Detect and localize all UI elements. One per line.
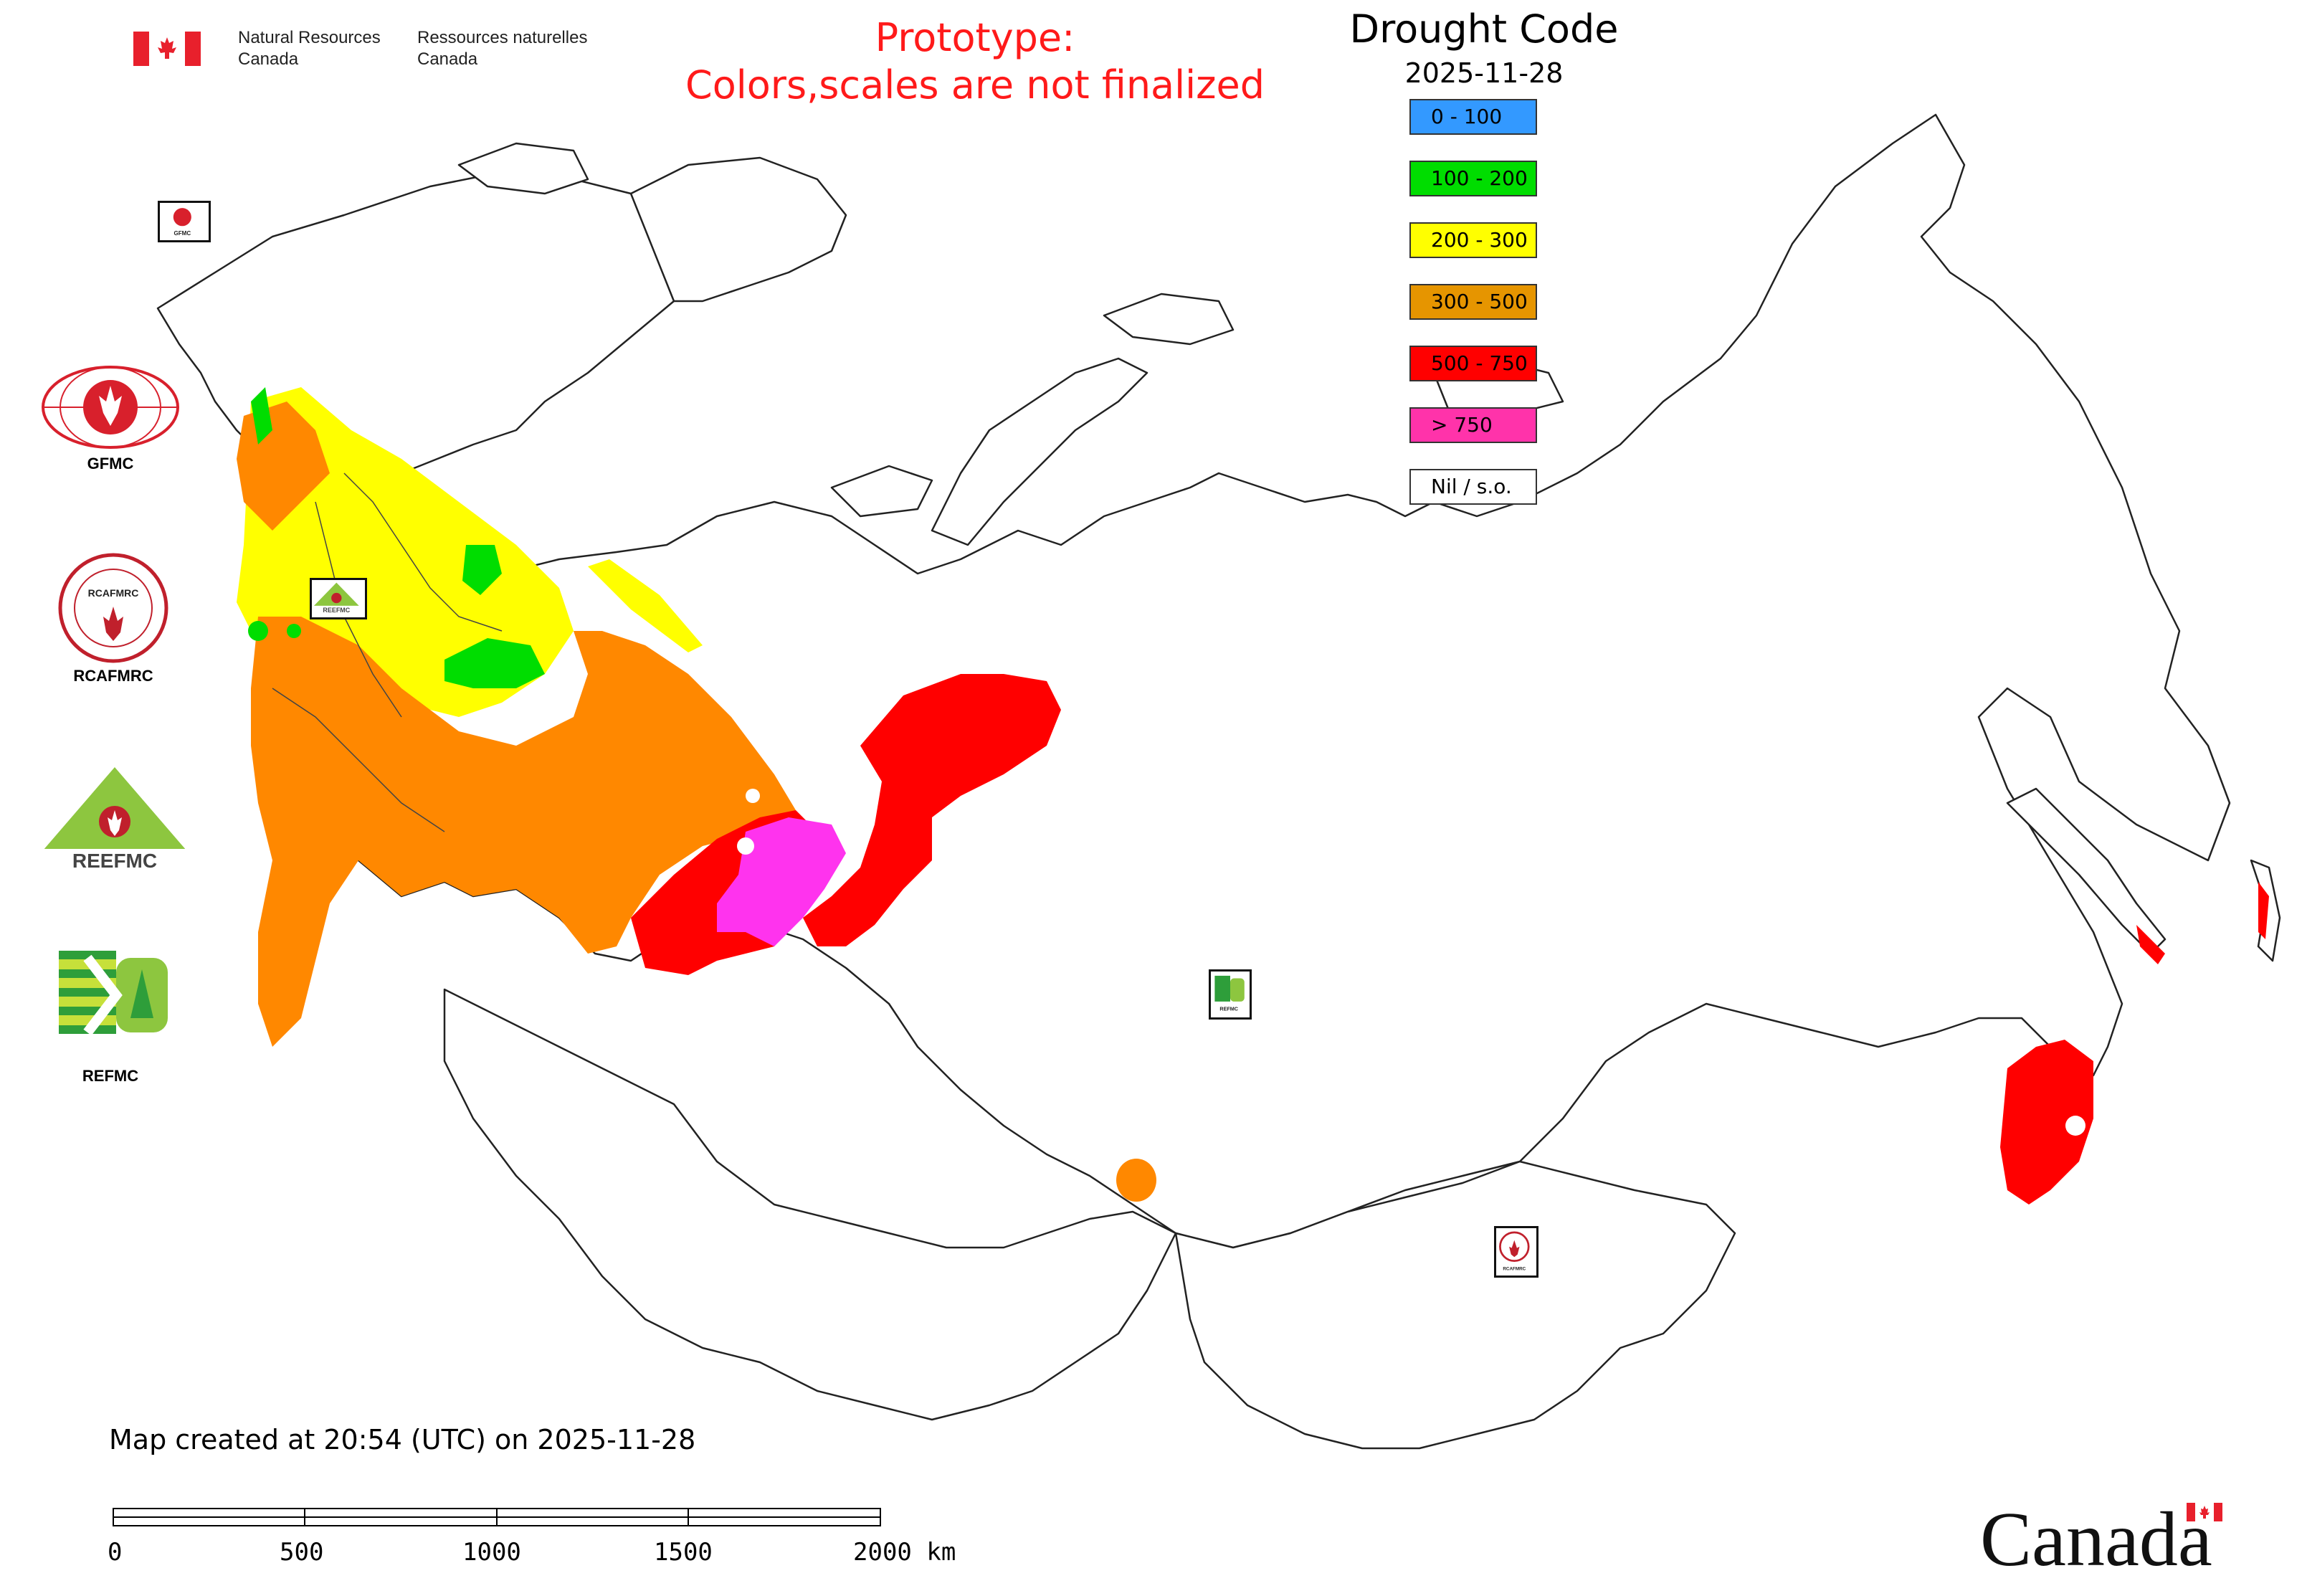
nrcan-fr-text: Ressources naturelles Canada — [417, 28, 588, 69]
refmc-logo-icon — [59, 944, 171, 1047]
reefmc-logo-text: REEFMC — [72, 850, 157, 872]
region-dc-100-200 — [444, 638, 545, 688]
svg-text:GFMC: GFMC — [173, 230, 191, 237]
svg-text:RCAFMRC: RCAFMRC — [1503, 1266, 1526, 1271]
region-dc-100-200-2 — [462, 545, 502, 595]
gfmc-label: GFMC — [87, 455, 134, 472]
region-dc-500-750 — [803, 674, 1061, 946]
region-dc-300-500 — [251, 617, 796, 1047]
drought-fill-regions — [237, 387, 2269, 1205]
nrcan-header-logo: Natural Resources Canada Ressources natu… — [133, 26, 607, 76]
reefmc-mini-logo: REEFMC — [310, 578, 367, 619]
region-dc-500-750-fareast — [2000, 1040, 2093, 1205]
gfmc-logo-icon — [42, 366, 179, 449]
svg-text:REFMC: REFMC — [1219, 1006, 1238, 1012]
prototype-notice-line2: Colors,scales are not finalized — [685, 62, 1265, 108]
legend-item-200-300: 200 - 300 — [1409, 222, 1537, 258]
refmc-mini-logo: REFMC — [1209, 969, 1252, 1020]
svg-text:REEFMC: REEFMC — [323, 607, 350, 614]
refmc-mini-icon: REFMC — [1214, 975, 1245, 1012]
rcafmrc-mini-icon: RCAFMRC — [1499, 1231, 1530, 1271]
svg-text:RCAFMRC: RCAFMRC — [88, 587, 139, 599]
prototype-notice-line1: Prototype: — [875, 15, 1075, 60]
legend-item-300-500: 300 - 500 — [1409, 284, 1537, 320]
scale-label-1000: 1000 — [462, 1538, 521, 1567]
legend-item-100-200: 100 - 200 — [1409, 161, 1537, 196]
canada-wordmark: Canada — [1980, 1497, 2212, 1582]
scale-label-1500: 1500 — [654, 1538, 713, 1567]
gfmc-mini-logo: GFMC — [158, 201, 211, 242]
legend-item-500-750: 500 - 750 — [1409, 346, 1537, 381]
scale-label-500: 500 — [280, 1538, 323, 1567]
reefmc-logo-icon: REEFMC — [39, 767, 191, 872]
scale-bar: 0 500 1000 1500 2000 km — [108, 1508, 956, 1567]
nrcan-en-text: Natural Resources Canada — [238, 28, 381, 69]
legend-title: Drought Code — [1349, 6, 1619, 52]
scale-label-0: 0 — [108, 1538, 122, 1567]
gfmc-mini-icon: GFMC — [173, 208, 191, 237]
reefmc-mini-icon: REEFMC — [313, 582, 359, 614]
scale-label-2000: 2000 km — [853, 1538, 956, 1567]
canada-flag-icon — [133, 32, 201, 66]
legend-item-nil: Nil / s.o. — [1409, 469, 1537, 505]
canada-wordmark-flag-icon — [2187, 1503, 2222, 1521]
legend-item-gt-750: > 750 — [1409, 407, 1537, 443]
region-dc-100-200-3 — [251, 387, 272, 445]
refmc-label: REFMC — [82, 1067, 139, 1085]
prototype-notice: Prototype: Colors,scales are not finaliz… — [631, 14, 1319, 109]
rcafmrc-mini-logo: RCAFMRC — [1494, 1226, 1538, 1278]
map-created-timestamp: Map created at 20:54 (UTC) on 2025-11-28 — [109, 1424, 696, 1455]
rcafmrc-logo-icon: RCAFMRC — [58, 553, 168, 663]
rcafmrc-label: RCAFMRC — [73, 667, 153, 685]
legend-date: 2025-11-28 — [1404, 57, 1564, 89]
legend-item-0-100: 0 - 100 — [1409, 99, 1537, 135]
